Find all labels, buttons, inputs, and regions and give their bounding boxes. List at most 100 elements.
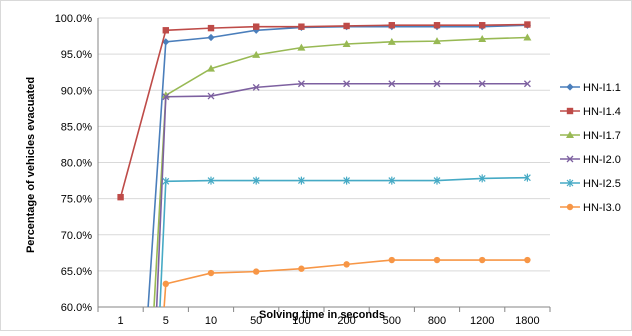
x-axis-title: Solving time in seconds xyxy=(259,309,385,321)
data-point xyxy=(524,21,531,28)
data-point xyxy=(253,268,260,275)
x-tick-label: 100 xyxy=(292,315,310,327)
y-tick-labels: 60.0% 65.0% 70.0% 75.0% 80.0% 85.0% 90.0% 95.0%… xyxy=(55,13,93,314)
data-point xyxy=(433,176,441,185)
series-HN-I1.7 xyxy=(153,33,532,307)
legend-marker xyxy=(566,107,574,115)
series-HN-I1.4 xyxy=(117,21,531,201)
legend-item: HN-I2.5 xyxy=(560,178,621,190)
data-point xyxy=(342,40,351,48)
data-point xyxy=(162,177,170,186)
y-axis-title: Percentage of vehicles evacuated xyxy=(25,77,37,253)
data-point xyxy=(298,265,305,272)
x-tick-label: 1200 xyxy=(470,315,494,327)
data-point xyxy=(433,37,441,45)
data-point xyxy=(343,261,350,268)
y-tick-label: 80.0% xyxy=(61,158,92,170)
x-tick-labels: 1 5 10 50 100 200 500 800 1200 1800 xyxy=(118,315,540,327)
data-point xyxy=(252,176,260,185)
y-tick-label: 95.0% xyxy=(61,49,92,61)
legend-item: HN-I1.1 xyxy=(560,82,621,94)
y-tick-label: 70.0% xyxy=(61,230,92,242)
x-tick-label: 1 xyxy=(118,315,124,327)
data-point xyxy=(478,174,486,183)
series-HN-I2.5 xyxy=(159,173,531,307)
data-point xyxy=(479,22,486,29)
data-point xyxy=(252,50,261,58)
data-point xyxy=(388,22,395,29)
x-tick-label: 800 xyxy=(428,315,446,327)
data-point xyxy=(523,80,531,88)
legend-label: HN-I1.1 xyxy=(583,82,621,94)
data-point xyxy=(524,256,531,264)
legend-label: HN-I1.7 xyxy=(583,130,621,142)
data-point xyxy=(297,80,305,88)
series-line xyxy=(159,176,528,307)
legend-marker xyxy=(566,83,574,91)
data-point xyxy=(162,280,169,288)
data-point xyxy=(207,269,215,277)
x-tick-label: 10 xyxy=(205,315,217,327)
x-tick-label: 500 xyxy=(383,315,401,327)
data-point xyxy=(478,80,486,88)
data-point xyxy=(387,37,396,45)
legend-marker xyxy=(566,203,574,211)
data-point xyxy=(297,176,305,185)
series-HN-I3.0 xyxy=(162,256,531,307)
y-tick-label: 100.0% xyxy=(55,13,93,25)
data-point xyxy=(207,64,215,72)
data-point xyxy=(523,33,532,41)
series-line xyxy=(153,36,528,307)
data-point xyxy=(207,24,215,32)
series-line xyxy=(155,82,528,307)
data-point xyxy=(388,80,396,88)
data-point xyxy=(253,23,260,30)
legend-label: HN-I1.4 xyxy=(583,106,621,118)
data-point xyxy=(207,33,215,42)
data-point xyxy=(298,23,305,30)
data-point xyxy=(388,256,395,264)
data-point xyxy=(162,38,170,46)
data-point xyxy=(162,93,170,101)
data-point xyxy=(523,173,531,182)
y-tick-label: 60.0% xyxy=(61,302,92,314)
data-point xyxy=(433,256,441,264)
series-line xyxy=(119,23,528,198)
x-tick-label: 1800 xyxy=(515,315,539,327)
x-tick-label: 200 xyxy=(337,315,355,327)
data-point xyxy=(162,27,169,34)
legend-item: HN-I1.4 xyxy=(560,106,621,118)
series-HN-I2.0 xyxy=(155,80,531,307)
y-tick-label: 75.0% xyxy=(61,194,92,206)
legend-marker xyxy=(566,179,574,187)
legend-item: HN-I1.7 xyxy=(560,130,621,142)
legend-marker xyxy=(566,131,574,138)
data-point xyxy=(479,256,486,264)
y-tick-label: 90.0% xyxy=(61,85,92,97)
data-point xyxy=(207,92,215,100)
legend-marker xyxy=(566,155,574,163)
data-point xyxy=(207,176,215,185)
series-line xyxy=(163,259,528,307)
legend-item: HN-I2.0 xyxy=(560,154,621,166)
y-tick-label: 85.0% xyxy=(61,121,92,133)
data-point xyxy=(388,176,396,185)
data-point xyxy=(433,80,441,88)
data-point xyxy=(297,43,306,51)
data-point xyxy=(343,176,351,185)
y-tick-label: 65.0% xyxy=(61,266,92,278)
x-tick-label: 50 xyxy=(250,315,262,327)
legend-label: HN-I3.0 xyxy=(583,202,621,214)
data-point xyxy=(343,80,351,88)
plot-area xyxy=(117,21,532,307)
data-point xyxy=(343,22,350,30)
legend: HN-I1.1 HN-I1.4 HN-I1.7 HN-I2.0 HN-I2.5 HN-I3… xyxy=(560,82,621,214)
data-point xyxy=(117,193,124,201)
data-point xyxy=(478,34,487,42)
legend-label: HN-I2.5 xyxy=(583,178,621,190)
data-point xyxy=(433,22,441,29)
legend-label: HN-I2.0 xyxy=(583,154,621,166)
